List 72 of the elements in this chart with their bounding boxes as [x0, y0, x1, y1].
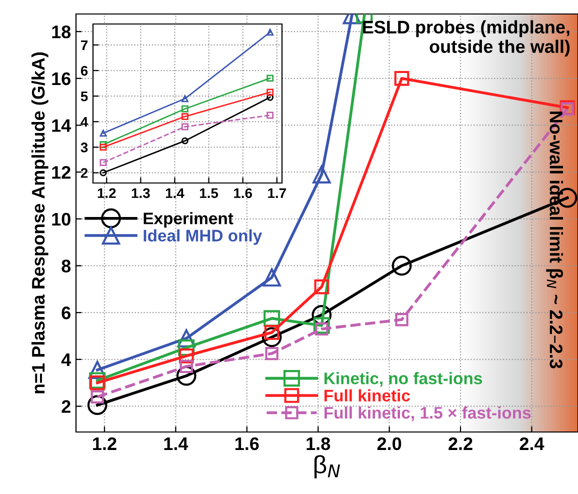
y-tick-label: 6	[80, 66, 88, 76]
x-tick-label: 2.2	[448, 437, 472, 450]
point	[266, 28, 274, 36]
y-tick-label: 5	[80, 92, 88, 102]
legend-label: Full kinetic	[324, 389, 410, 402]
point	[87, 395, 108, 416]
point	[178, 348, 194, 364]
point	[100, 141, 107, 148]
point	[177, 329, 196, 348]
point	[392, 256, 412, 276]
x-tick-label: 1.2	[98, 188, 116, 198]
point	[181, 113, 188, 120]
point	[315, 322, 328, 336]
point	[90, 375, 105, 390]
point	[314, 279, 330, 294]
y-tick-label: 7	[81, 40, 88, 50]
x-axis-title: β$_{N}$	[314, 455, 340, 478]
x-tick-label: 2.4	[520, 437, 544, 450]
point	[394, 70, 410, 86]
x-tick-label: 1.8	[306, 437, 330, 450]
point	[89, 372, 106, 389]
x-tick-label: 1.5	[200, 188, 218, 198]
point	[262, 268, 281, 287]
legend-label: Kinetic, no fast-ions	[324, 372, 482, 387]
x-tick-label: 1.7	[268, 188, 286, 198]
point	[264, 310, 280, 327]
point	[266, 88, 274, 96]
point	[176, 366, 196, 386]
y-tick-label: 3	[80, 142, 88, 152]
x-tick-label: 1.6	[234, 188, 252, 198]
point	[262, 327, 282, 348]
x-tick-label: 1.3	[132, 188, 150, 198]
y-tick-label: 8	[62, 260, 71, 272]
point	[180, 360, 193, 374]
point	[100, 130, 107, 137]
legend-label: Experiment	[144, 212, 234, 228]
point	[312, 304, 332, 325]
x-tick-label: 1.2	[93, 437, 116, 450]
point	[178, 339, 195, 356]
x-tick-label: 1.6	[235, 437, 259, 450]
y-axis-title: n=1 Plasma Response Amplitude (G/kA)	[31, 52, 48, 394]
point	[181, 137, 188, 144]
point	[312, 165, 331, 184]
point	[265, 346, 278, 360]
x-tick-label: 1.4	[166, 188, 184, 198]
point	[100, 169, 107, 176]
y-tick-label: 12	[52, 166, 70, 179]
x-tick-label: 2.0	[377, 437, 402, 450]
point	[100, 159, 107, 166]
point	[313, 317, 330, 334]
y-tick-label: 10	[52, 212, 70, 226]
y-tick-label: 4	[80, 117, 88, 127]
point	[88, 360, 106, 380]
y-tick-label: 14	[52, 119, 72, 132]
point	[100, 144, 107, 151]
y-tick-label: 4	[61, 354, 72, 366]
point	[181, 95, 188, 102]
point	[266, 94, 274, 101]
y-tick-label: 2	[80, 168, 88, 178]
y-tick-label: 2	[62, 400, 70, 413]
y-tick-label: 16	[52, 72, 70, 86]
point	[90, 390, 104, 404]
point	[181, 105, 188, 112]
x-tick-label: 1.4	[164, 438, 188, 450]
y-tick-label: 18	[52, 25, 71, 38]
y-tick-label: 6	[62, 306, 70, 320]
legend-label: Ideal MHD only	[144, 229, 262, 245]
point	[181, 123, 188, 130]
point	[395, 312, 408, 326]
point	[266, 74, 274, 82]
point	[266, 112, 274, 119]
legend-label: Full kinetic, 1.5 × fast-ions	[324, 406, 531, 422]
